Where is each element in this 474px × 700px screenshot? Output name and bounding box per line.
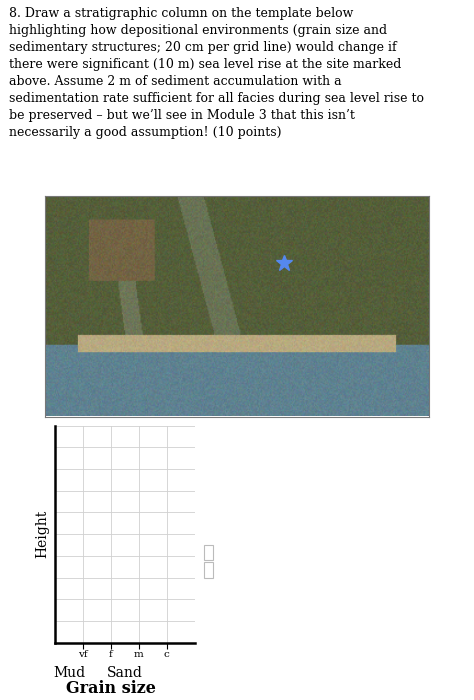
Y-axis label: Height: Height	[36, 510, 49, 558]
Text: Grain size: Grain size	[66, 680, 156, 697]
Text: Mud: Mud	[53, 666, 85, 680]
Text: Sand: Sand	[107, 666, 143, 680]
Text: 8. Draw a stratigraphic column on the template below
highlighting how deposition: 8. Draw a stratigraphic column on the te…	[9, 7, 425, 139]
